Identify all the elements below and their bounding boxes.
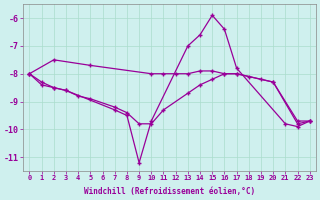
X-axis label: Windchill (Refroidissement éolien,°C): Windchill (Refroidissement éolien,°C)	[84, 187, 255, 196]
